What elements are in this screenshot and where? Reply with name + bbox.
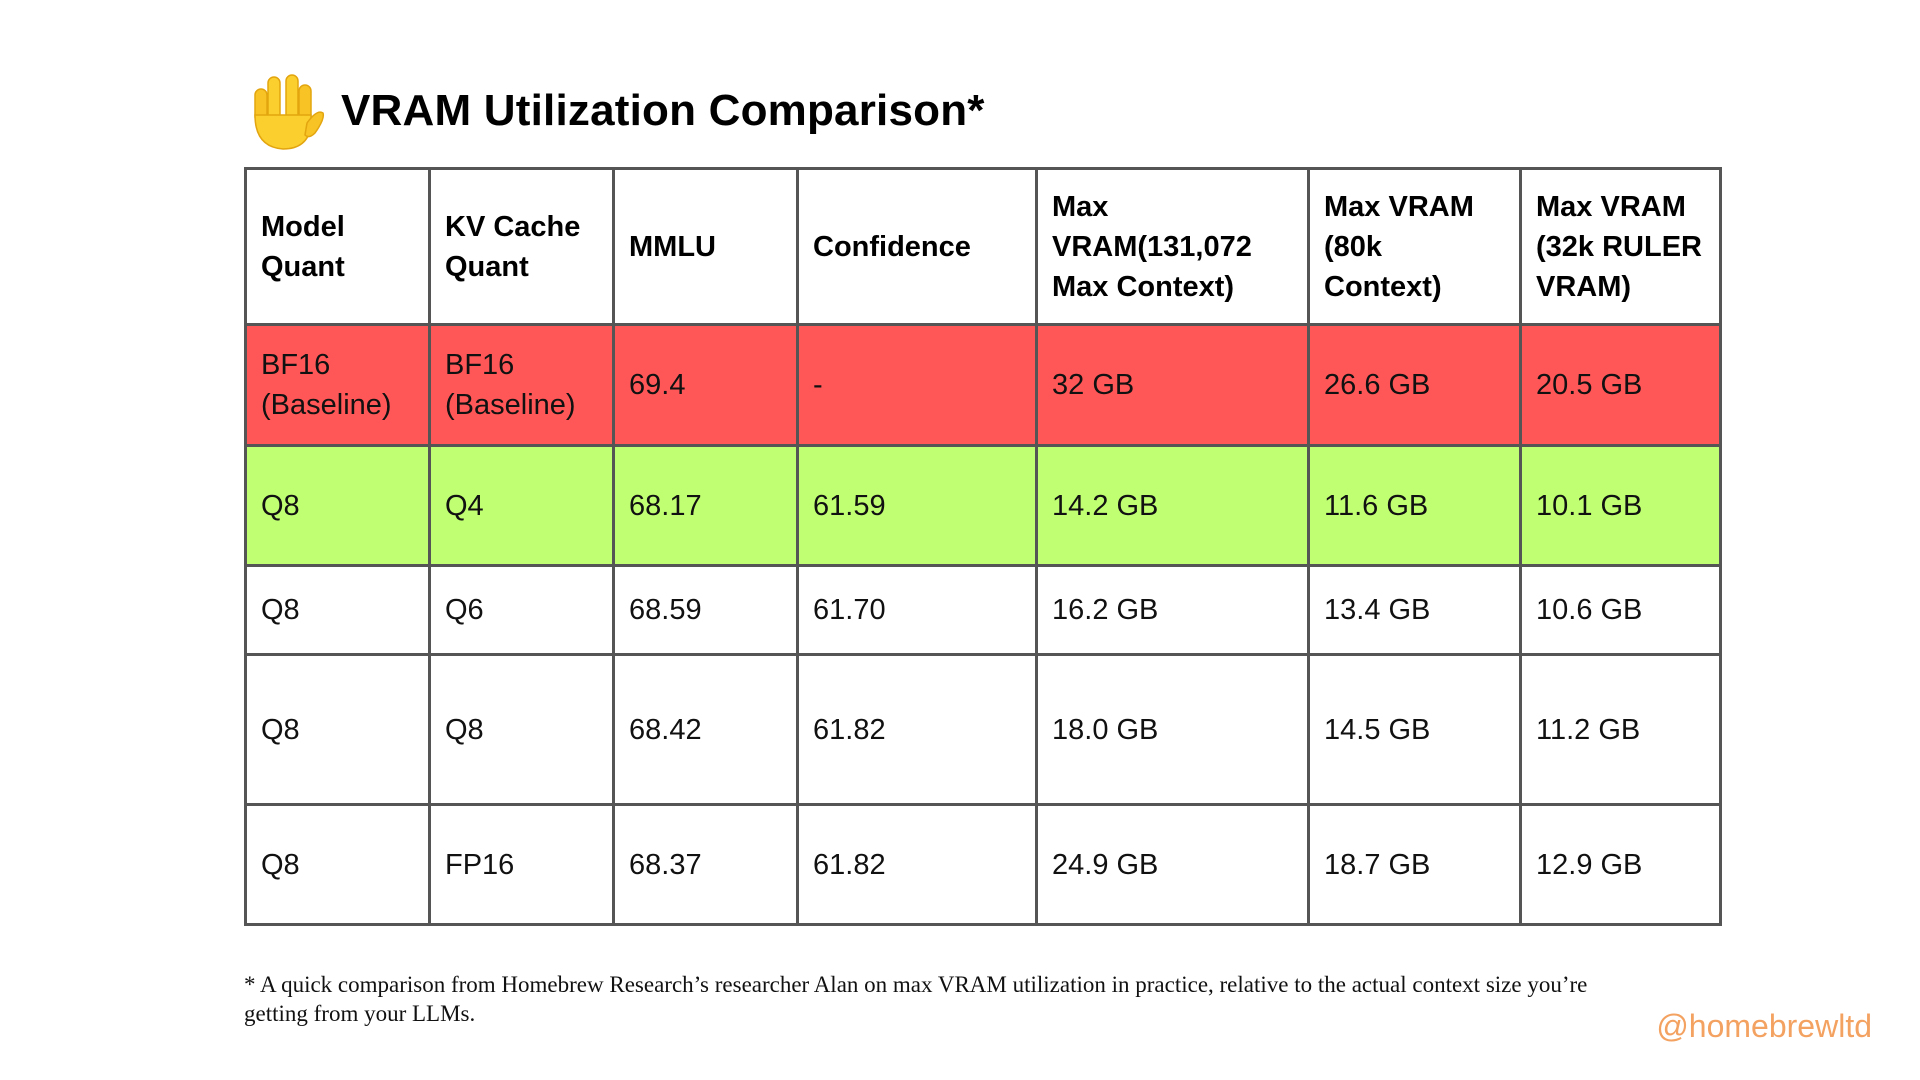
table-cell: 32 GB bbox=[1037, 325, 1309, 446]
table-cell: 24.9 GB bbox=[1037, 805, 1309, 925]
table-cell: 11.2 GB bbox=[1521, 655, 1721, 805]
table-cell: 68.17 bbox=[614, 446, 798, 566]
vram-comparison-table: Model Quant KV Cache Quant MMLU Confiden… bbox=[244, 167, 1722, 926]
table-cell: 14.5 GB bbox=[1309, 655, 1521, 805]
table-row: Q8 FP16 68.37 61.82 24.9 GB 18.7 GB 12.9… bbox=[246, 805, 1721, 925]
table-cell: 10.1 GB bbox=[1521, 446, 1721, 566]
table-cell: Q4 bbox=[430, 446, 614, 566]
table-cell: 68.59 bbox=[614, 566, 798, 655]
footnote: * A quick comparison from Homebrew Resea… bbox=[244, 970, 1634, 1028]
table-cell: FP16 bbox=[430, 805, 614, 925]
title-row: VRAM Utilization Comparison* bbox=[245, 66, 985, 156]
column-header-max-vram-32k: Max VRAM (32k RULER VRAM) bbox=[1521, 169, 1721, 325]
table-cell: 61.82 bbox=[798, 805, 1037, 925]
table-cell: 61.70 bbox=[798, 566, 1037, 655]
table-cell: Q8 bbox=[246, 446, 430, 566]
social-handle: @homebrewltd bbox=[1656, 1008, 1872, 1045]
table-cell: 61.82 bbox=[798, 655, 1037, 805]
column-header-model-quant: Model Quant bbox=[246, 169, 430, 325]
vulcan-salute-hand-icon bbox=[245, 69, 325, 153]
column-header-max-vram-131k: Max VRAM(131,072 Max Context) bbox=[1037, 169, 1309, 325]
column-header-confidence: Confidence bbox=[798, 169, 1037, 325]
table-cell: 20.5 GB bbox=[1521, 325, 1721, 446]
column-header-mmlu: MMLU bbox=[614, 169, 798, 325]
table-cell: Q8 bbox=[246, 655, 430, 805]
header-row: Model Quant KV Cache Quant MMLU Confiden… bbox=[246, 169, 1721, 325]
table-cell: - bbox=[798, 325, 1037, 446]
table-row: Q8 Q6 68.59 61.70 16.2 GB 13.4 GB 10.6 G… bbox=[246, 566, 1721, 655]
table-cell: 16.2 GB bbox=[1037, 566, 1309, 655]
table-row-highlight: Q8 Q4 68.17 61.59 14.2 GB 11.6 GB 10.1 G… bbox=[246, 446, 1721, 566]
table-cell: 13.4 GB bbox=[1309, 566, 1521, 655]
table-cell: BF16 (Baseline) bbox=[430, 325, 614, 446]
table-cell: 68.42 bbox=[614, 655, 798, 805]
table-cell: 14.2 GB bbox=[1037, 446, 1309, 566]
table-cell: Q8 bbox=[246, 566, 430, 655]
table-cell: 10.6 GB bbox=[1521, 566, 1721, 655]
table-cell: 12.9 GB bbox=[1521, 805, 1721, 925]
table-row: Q8 Q8 68.42 61.82 18.0 GB 14.5 GB 11.2 G… bbox=[246, 655, 1721, 805]
table-cell: Q6 bbox=[430, 566, 614, 655]
table-row-baseline: BF16 (Baseline) BF16 (Baseline) 69.4 - 3… bbox=[246, 325, 1721, 446]
table-cell: 18.0 GB bbox=[1037, 655, 1309, 805]
page-title: VRAM Utilization Comparison* bbox=[341, 86, 985, 136]
column-header-kv-cache-quant: KV Cache Quant bbox=[430, 169, 614, 325]
table-cell: 69.4 bbox=[614, 325, 798, 446]
table-cell: BF16 (Baseline) bbox=[246, 325, 430, 446]
table-cell: 26.6 GB bbox=[1309, 325, 1521, 446]
table-cell: 18.7 GB bbox=[1309, 805, 1521, 925]
table-cell: 68.37 bbox=[614, 805, 798, 925]
table-cell: 61.59 bbox=[798, 446, 1037, 566]
table-cell: Q8 bbox=[430, 655, 614, 805]
table-cell: 11.6 GB bbox=[1309, 446, 1521, 566]
column-header-max-vram-80k: Max VRAM (80k Context) bbox=[1309, 169, 1521, 325]
table-cell: Q8 bbox=[246, 805, 430, 925]
